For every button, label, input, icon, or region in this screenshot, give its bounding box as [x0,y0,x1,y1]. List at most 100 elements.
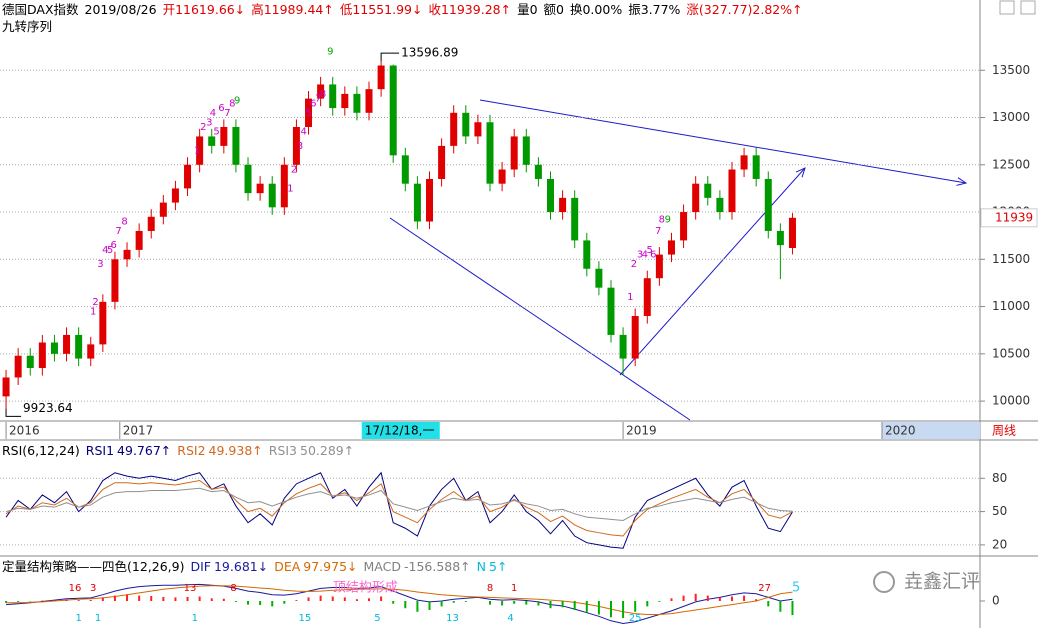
macd-bar [234,601,237,602]
macd-count: 25 [629,613,642,624]
td-count: 1 [287,183,293,194]
td-count: 8 [229,98,235,109]
macd-bar [343,597,346,601]
trend-line [389,217,691,421]
watermark-logo [873,571,895,593]
candle-body [196,136,204,165]
macd-bar [307,597,310,601]
macd-bar [5,601,8,603]
macd-count: 8 [487,583,493,594]
legend-name: MACD [363,559,401,574]
macd-bar [392,601,395,604]
macd-bar [65,599,68,601]
macd-bar [259,601,262,606]
candle-body [184,164,192,189]
candle-body [268,183,276,208]
td-count: 2 [200,122,206,133]
x-tick-label: 2016 [9,424,40,438]
legend-value: 49.938↑ [208,443,263,458]
legend-name: RSI2 [177,443,206,458]
quote-field: 振3.77% [628,2,681,17]
y-tick-label: 80 [992,471,1007,485]
candle-body [389,65,397,156]
period-label: 周线 [992,424,1016,438]
rsi-line [5,487,793,521]
legend-value: 97.975↓ [303,559,358,574]
td-count: 6 [310,98,316,109]
td-count: 3 [97,259,103,270]
macd-bar [779,601,782,612]
instrument-name: 德国DAX指数 [2,2,79,17]
macd-count: 3 [90,583,96,594]
td-count: 8 [659,215,665,226]
candle-body [728,169,736,213]
macd-bar [162,596,165,601]
low-label: 9923.64 [23,401,73,415]
candle-body [486,122,494,184]
macd-bar [210,598,213,601]
macd-count: 5 [374,613,380,624]
macd-bar [694,593,697,601]
macd-bar [658,601,661,602]
candle-body [123,249,131,260]
macd-bar [186,596,189,601]
macd-count: 1 [192,613,198,624]
macd-bar [634,601,637,612]
candle-body [667,240,675,255]
macd-bar [706,595,709,601]
trend-line [619,168,805,376]
cursor-label: 17/12/18,一 [365,424,435,438]
y-tick-label: 11500 [992,252,1030,266]
candle-body [256,183,264,194]
quote-field: 量0 [517,2,538,17]
candle-body [764,178,772,231]
candle-body [38,342,46,369]
macd-bar [17,601,20,602]
candle-body [401,155,409,184]
td-count: 9 [327,46,333,57]
macd-bar [174,597,177,601]
td-count: 2 [631,259,637,270]
macd-bar [718,597,721,601]
candle-body [317,84,325,99]
window-button[interactable] [1020,0,1036,15]
td-count: 4 [210,108,216,119]
td-count: 5 [107,245,113,256]
legend-name: DEA [274,559,301,574]
macd-bar [428,601,431,610]
quote-field: 涨(327.77)2.82%↑ [686,2,803,17]
macd-bar [271,601,274,607]
macd-count: 1 [95,613,101,624]
macd-count: 13 [446,613,459,624]
macd-bar [730,596,733,601]
macd-bar [513,601,516,604]
macd-bar [767,601,770,607]
y-tick-label: 20 [992,537,1007,551]
td-count: 4 [300,127,306,138]
candle-body [619,334,627,359]
macd-bar [101,597,104,601]
legend-name: RSI1 [85,443,115,458]
macd-bar [452,601,455,603]
candle-body [631,316,639,359]
x-tick-label: 2020 [885,424,916,438]
td-count: 4 [102,245,108,256]
td-count: 2 [291,165,297,176]
y-tick-label: 12500 [992,157,1030,171]
candle-body [607,287,615,335]
macd-legend: 定量结构策略——四色(12,26,9) DIF 19.681↓ DEA 97.975↓ M… [2,559,507,575]
window-button[interactable] [999,0,1015,15]
macd-bar [537,601,540,606]
td-count: 5 [305,108,311,119]
future-region [882,422,980,439]
y-tick-label: 11000 [992,299,1030,313]
candle-body [305,98,313,127]
legend-value: 19.681↓ [213,559,269,574]
candle-body [329,84,337,109]
macd-bar [549,601,552,609]
high-marker [380,52,400,62]
legend-value: 5↑ [489,559,508,574]
quote-field: 高11989.44↑ [251,2,334,17]
macd-bar [247,601,250,605]
macd-bar [416,601,419,612]
